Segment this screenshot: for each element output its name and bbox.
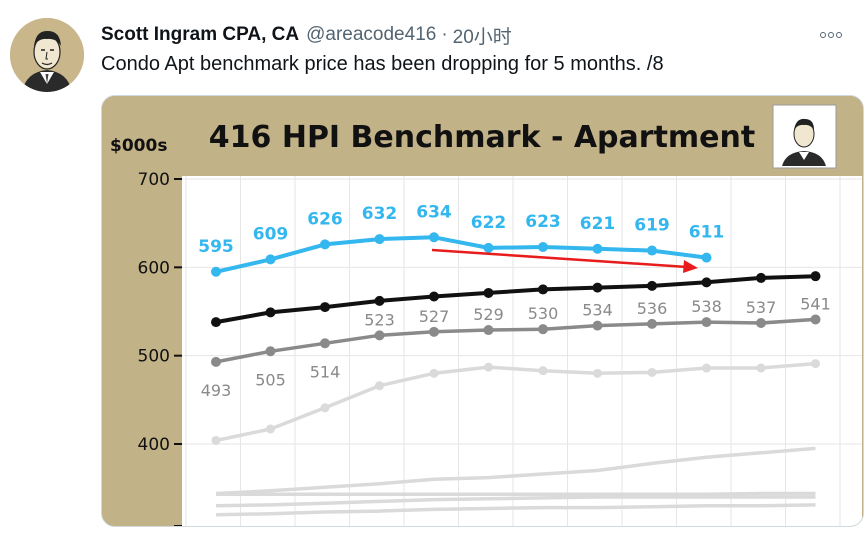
- data-point-blue: [429, 232, 439, 243]
- data-point-light: [429, 368, 439, 378]
- author-avatar[interactable]: [10, 18, 84, 92]
- data-point-gray: [701, 317, 712, 328]
- data-label-blue: 621: [580, 214, 616, 234]
- tweet-header: Scott Ingram CPA, CA @areacode416 · 20小时: [101, 22, 846, 48]
- tweet-text: Condo Apt benchmark price has been dropp…: [101, 53, 664, 75]
- y-tick-label: 400: [138, 435, 170, 455]
- data-label-blue: 619: [634, 216, 670, 236]
- chart-grid: [182, 176, 862, 526]
- data-point-light: [375, 381, 384, 391]
- data-label-blue: 623: [525, 212, 561, 232]
- data-label-gray: 514: [310, 362, 341, 381]
- caricature-portrait-icon: [10, 18, 84, 92]
- data-point-blue: [701, 252, 712, 263]
- data-label-blue: 595: [198, 237, 234, 257]
- data-label-blue: 622: [471, 213, 507, 233]
- data-point-black: [647, 280, 657, 291]
- data-label-gray: 541: [800, 294, 831, 313]
- chart-data-labels: 595 609 626 632 634 622 623 621 619 611 493 505 514 5…: [198, 202, 831, 400]
- series-line-black: [215, 274, 816, 325]
- data-label-gray: 493: [201, 381, 232, 400]
- data-point-black: [429, 291, 439, 302]
- data-point-light: [266, 424, 275, 434]
- tweet-media-chart[interactable]: 416 HPI Benchmark - Apartment $000s 400 5…: [101, 95, 864, 527]
- data-point-light: [538, 366, 548, 376]
- data-point-black: [483, 287, 494, 298]
- data-label-gray: 505: [255, 370, 286, 389]
- data-point-black: [592, 282, 603, 293]
- data-point-light: [211, 435, 221, 445]
- y-tick-label: 700: [138, 170, 170, 190]
- data-point-gray: [756, 317, 766, 328]
- red-arrow-annotation: [431, 248, 698, 273]
- hpi-chart: 416 HPI Benchmark - Apartment $000s 400 5…: [102, 96, 863, 526]
- data-label-gray: 529: [473, 305, 504, 324]
- y-tick-label: 500: [138, 347, 170, 367]
- series-line-gray: [215, 317, 816, 364]
- data-point-light: [320, 403, 330, 413]
- series-line-light: [215, 495, 816, 508]
- separator-dot: ·: [441, 24, 448, 45]
- data-point-gray: [483, 325, 494, 336]
- data-label-gray: 534: [582, 301, 613, 320]
- data-point-light: [702, 363, 711, 373]
- chart-series: [211, 232, 821, 517]
- data-label-blue: 611: [689, 223, 725, 243]
- data-label-blue: 632: [362, 204, 398, 224]
- data-label-blue: 634: [416, 202, 452, 222]
- data-point-black: [320, 302, 330, 313]
- data-point-gray: [538, 324, 548, 335]
- data-point-blue: [647, 245, 657, 256]
- data-point-blue: [211, 266, 221, 277]
- tweet-timestamp[interactable]: 20小时: [452, 26, 512, 48]
- data-point-black: [538, 284, 548, 295]
- more-options-icon[interactable]: [816, 22, 846, 48]
- chart-logo-portrait: [772, 104, 837, 169]
- data-point-black: [265, 307, 276, 318]
- data-point-gray: [374, 330, 385, 341]
- data-label-gray: 538: [691, 297, 722, 316]
- data-label-blue: 609: [253, 224, 289, 244]
- series-line-light: [215, 361, 816, 443]
- data-point-gray: [265, 346, 276, 357]
- data-point-blue: [320, 239, 330, 250]
- author-handle[interactable]: @areacode416: [306, 24, 437, 45]
- data-point-blue: [374, 234, 385, 245]
- series-line-blue: [215, 235, 707, 274]
- data-point-light: [647, 367, 657, 377]
- data-point-blue: [538, 242, 548, 253]
- data-point-blue: [265, 254, 276, 265]
- data-point-blue: [483, 242, 494, 253]
- series-line-light: [215, 446, 816, 496]
- data-point-gray: [320, 338, 330, 349]
- data-point-black: [701, 277, 712, 288]
- data-point-gray: [211, 356, 221, 367]
- data-point-black: [374, 295, 385, 306]
- data-point-gray: [429, 326, 439, 337]
- data-label-gray: 536: [637, 299, 668, 318]
- data-point-black: [756, 272, 766, 283]
- chart-title: 416 HPI Benchmark - Apartment: [209, 120, 755, 155]
- data-point-gray: [647, 318, 657, 329]
- data-label-gray: 530: [528, 304, 559, 323]
- data-point-gray: [592, 320, 603, 331]
- series-line-light: [215, 503, 816, 517]
- series-line-light: [216, 491, 816, 497]
- data-label-gray: 527: [419, 307, 450, 326]
- data-label-blue: 626: [307, 209, 343, 229]
- data-point-light: [811, 359, 820, 369]
- data-point-light: [484, 362, 493, 372]
- data-point-blue: [592, 243, 603, 254]
- author-name[interactable]: Scott Ingram CPA, CA: [101, 24, 300, 45]
- data-point-gray: [810, 314, 821, 325]
- data-label-gray: 537: [746, 298, 777, 317]
- y-axis-unit: $000s: [110, 136, 167, 156]
- y-axis-ticks: 400 500 600 700: [138, 170, 182, 526]
- data-label-gray: 523: [364, 310, 395, 329]
- data-point-black: [211, 317, 221, 328]
- data-point-light: [756, 363, 766, 373]
- y-tick-label: 600: [138, 258, 170, 278]
- data-point-black: [810, 271, 821, 282]
- data-point-light: [593, 368, 602, 378]
